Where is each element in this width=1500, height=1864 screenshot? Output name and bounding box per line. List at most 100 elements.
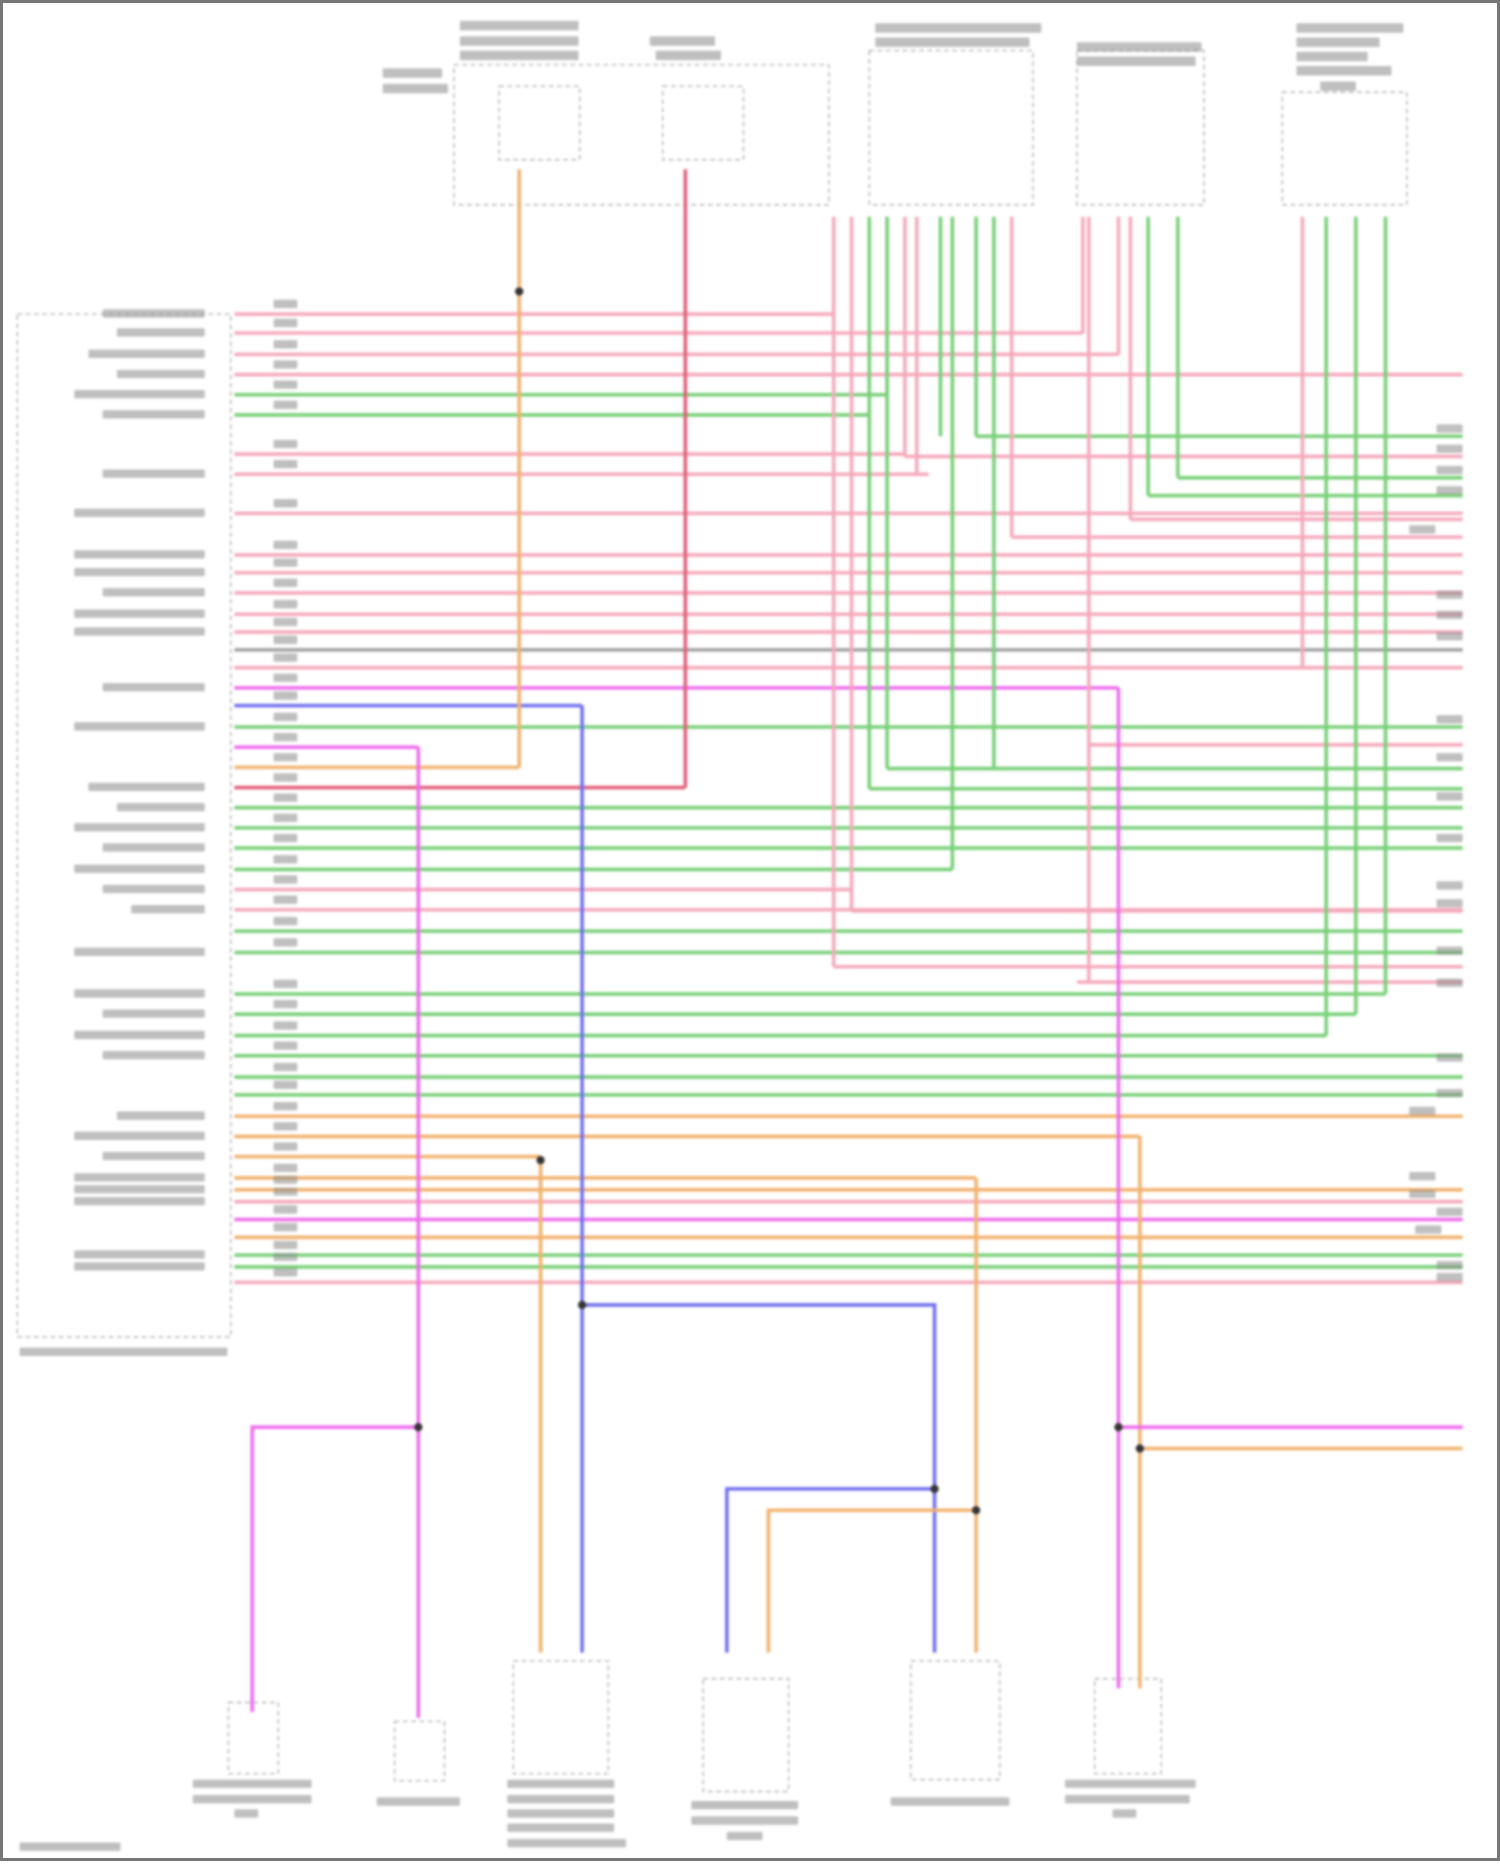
splice-node — [1136, 1444, 1144, 1452]
label-text-blur — [274, 600, 298, 608]
label-text-blur — [1437, 1273, 1463, 1281]
label-text-blur — [1437, 1208, 1463, 1216]
label-text-blur — [274, 1253, 298, 1261]
label-text-blur — [274, 401, 298, 409]
label-text-blur — [1437, 1089, 1463, 1097]
label-text-blur — [274, 440, 298, 448]
label-text-blur — [1077, 42, 1202, 51]
label-text-blur — [1437, 486, 1463, 494]
label-text-blur — [274, 1041, 298, 1049]
label-text-blur — [103, 1051, 205, 1059]
label-text-blur — [103, 843, 205, 851]
label-text-blur — [875, 23, 1041, 32]
label-text-blur — [274, 1081, 298, 1089]
wire-orange — [768, 1510, 976, 1652]
label-text-blur — [1065, 1795, 1190, 1803]
label-text-blur — [74, 865, 205, 873]
label-text-blur — [274, 579, 298, 587]
label-text-blur — [274, 460, 298, 468]
label-text-blur — [1437, 834, 1463, 842]
component-box — [1095, 1679, 1161, 1774]
label-text-blur — [274, 691, 298, 699]
label-text-blur — [103, 683, 205, 691]
label-text-blur — [727, 1832, 763, 1840]
label-text-blur — [74, 1262, 205, 1270]
label-text-blur — [383, 68, 442, 77]
label-text-blur — [103, 309, 205, 317]
label-text-blur — [1415, 1225, 1441, 1233]
component-box — [911, 1661, 1000, 1780]
label-text-blur — [1437, 899, 1463, 907]
label-text-blur — [1437, 1261, 1463, 1269]
label-text-blur — [1297, 38, 1380, 47]
label-text-blur — [274, 1268, 298, 1276]
label-text-blur — [274, 1205, 298, 1213]
wiring-diagram — [3, 3, 1500, 1864]
splice-nodes — [414, 287, 1144, 1514]
label-text-blur — [460, 51, 579, 60]
label-text-blur — [274, 753, 298, 761]
label-text-blur — [74, 1185, 205, 1193]
label-text-blur — [117, 370, 205, 378]
label-text-blur — [274, 1063, 298, 1071]
label-text-blur — [88, 783, 204, 791]
component-box — [869, 51, 1033, 205]
label-text-blur — [1437, 1053, 1463, 1061]
label-text-blur — [1065, 1780, 1196, 1788]
label-text-blur — [274, 559, 298, 567]
component-box — [1077, 51, 1204, 205]
label-text-blur — [507, 1809, 614, 1817]
label-text-blur — [103, 469, 205, 477]
wires — [234, 169, 1462, 1718]
label-text-blur — [74, 1197, 205, 1205]
wire-magenta — [252, 1427, 418, 1712]
label-text-blur — [274, 636, 298, 644]
label-text-blur — [1437, 445, 1463, 453]
labels — [20, 21, 1463, 1851]
label-text-blur — [274, 1102, 298, 1110]
label-text-blur — [103, 588, 205, 596]
label-text-blur — [656, 51, 721, 60]
label-text-blur — [74, 823, 205, 831]
label-text-blur — [74, 989, 205, 997]
label-text-blur — [117, 1112, 205, 1120]
label-text-blur — [377, 1797, 460, 1805]
label-text-blur — [460, 21, 579, 30]
label-text-blur — [875, 38, 1029, 47]
label-text-blur — [1437, 632, 1463, 640]
label-text-blur — [274, 917, 298, 925]
label-text-blur — [1409, 1107, 1435, 1115]
label-text-blur — [460, 36, 579, 45]
label-text-blur — [193, 1795, 312, 1803]
label-text-blur — [274, 733, 298, 741]
label-text-blur — [20, 1348, 228, 1356]
label-text-blur — [274, 499, 298, 507]
label-text-blur — [74, 610, 205, 618]
component-box — [703, 1679, 788, 1792]
label-text-blur — [74, 948, 205, 956]
label-text-blur — [117, 803, 205, 811]
label-text-blur — [1297, 52, 1368, 61]
component-box — [1282, 92, 1407, 205]
label-text-blur — [234, 1809, 258, 1817]
label-text-blur — [274, 1241, 298, 1249]
component-box — [513, 1661, 608, 1774]
label-text-blur — [74, 627, 205, 635]
label-text-blur — [274, 773, 298, 781]
splice-node — [536, 1156, 544, 1164]
label-text-blur — [274, 380, 298, 388]
label-text-blur — [88, 350, 204, 358]
label-text-blur — [1077, 57, 1196, 66]
label-text-blur — [74, 550, 205, 558]
label-text-blur — [274, 814, 298, 822]
label-text-blur — [274, 713, 298, 721]
label-text-blur — [103, 1009, 205, 1017]
label-text-blur — [274, 938, 298, 946]
splice-node — [972, 1506, 980, 1514]
label-text-blur — [20, 1843, 121, 1851]
label-text-blur — [74, 1132, 205, 1140]
label-text-blur — [74, 390, 205, 398]
label-text-blur — [1437, 947, 1463, 955]
label-text-blur — [274, 340, 298, 348]
